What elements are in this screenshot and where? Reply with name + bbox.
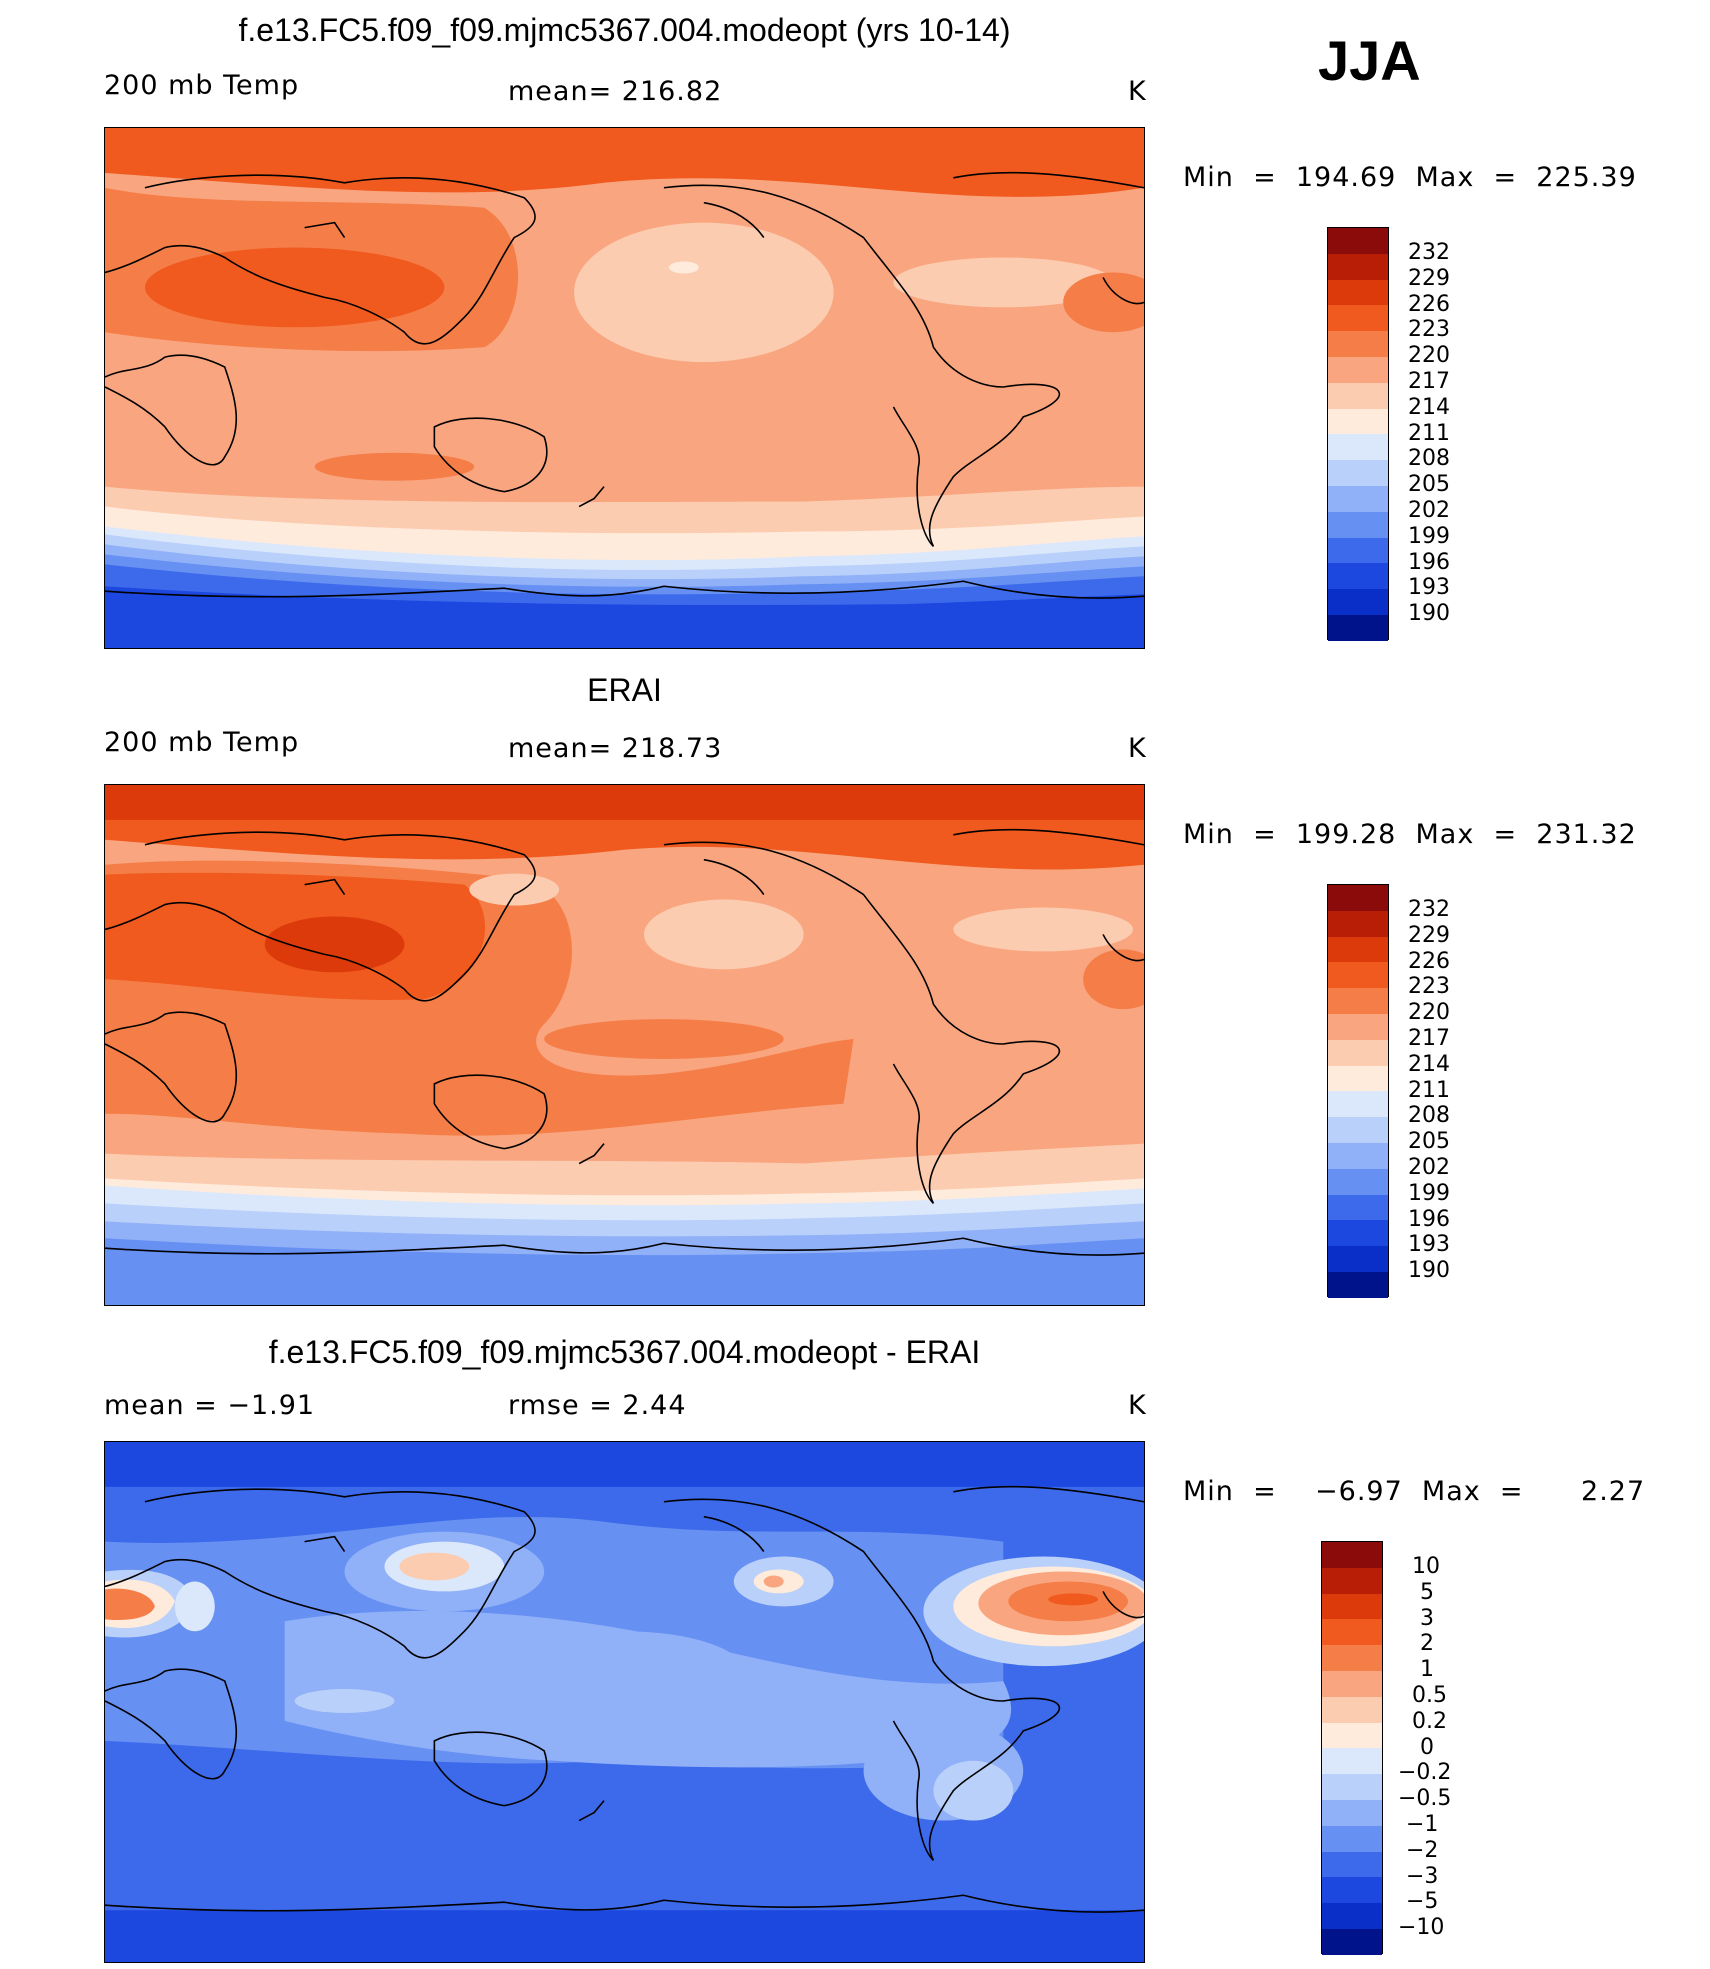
colorbar-tick-label: 232: [1408, 240, 1450, 265]
colorbar-tick-label: 190: [1408, 1258, 1450, 1284]
colorbar-tick-label: 190: [1408, 601, 1450, 627]
panel-3-mean-label: mean = −1.91: [104, 1390, 316, 1421]
colorbar-tick-label: 0: [1420, 1734, 1434, 1760]
colorbar-tick-label: 1: [1420, 1657, 1434, 1683]
colorbar-tick-label: 193: [1408, 575, 1450, 601]
colorbar-tick-label: −1: [1406, 1812, 1439, 1837]
panel-1-map: [104, 127, 1145, 649]
colorbar-tick-label: 202: [1408, 1155, 1450, 1180]
colorbar-tick-label: 226: [1408, 291, 1450, 317]
colorbar-tick-label: 196: [1408, 1206, 1450, 1232]
panel-3-map: [104, 1441, 1145, 1963]
panel-2-variable-label: 200 mb Temp: [104, 727, 300, 758]
colorbar-tick-label: 199: [1408, 523, 1450, 549]
colorbar-tick-label: −5: [1406, 1889, 1439, 1915]
panel-2-colorbar-labels: 232 229 226 223 220 217 214 211 208 205 …: [1408, 899, 1488, 1289]
panel-3-units: K: [1128, 1390, 1147, 1421]
panel-2-map: [104, 784, 1145, 1306]
colorbar-tick-label: 0.2: [1412, 1708, 1447, 1734]
colorbar-tick-label: 220: [1408, 343, 1450, 369]
colorbar-tick-label: 208: [1408, 1103, 1450, 1129]
panel-3-title: f.e13.FC5.f09_f09.mjmc5367.004.modeopt -…: [268, 1334, 981, 1370]
colorbar-tick-label: −2: [1406, 1837, 1439, 1863]
panel-2-colorbar: [1327, 884, 1389, 1298]
colorbar-tick-label: −0.5: [1398, 1786, 1452, 1812]
colorbar-tick-label: 211: [1408, 420, 1450, 446]
colorbar-tick-label: 208: [1408, 446, 1450, 472]
colorbar-tick-label: 10: [1412, 1554, 1440, 1579]
panel-3-colorbar: [1321, 1541, 1383, 1955]
colorbar-tick-label: 214: [1408, 394, 1450, 420]
panel-1-title: f.e13.FC5.f09_f09.mjmc5367.004.modeopt (…: [238, 12, 1011, 48]
colorbar-tick-label: 0.5: [1412, 1683, 1447, 1708]
colorbar-tick-label: 202: [1408, 498, 1450, 523]
colorbar-tick-label: 211: [1408, 1077, 1450, 1103]
colorbar-tick-label: 5: [1420, 1579, 1434, 1605]
panel-1-mean-label: mean= 216.82: [508, 76, 723, 107]
panel-3-rmse-label: rmse = 2.44: [508, 1390, 687, 1421]
colorbar-tick-label: 229: [1408, 265, 1450, 291]
colorbar-tick-label: 223: [1408, 974, 1450, 1000]
colorbar-tick-label: 220: [1408, 1000, 1450, 1026]
panel-2-min-max: Min = 199.28 Max = 231.32: [1183, 819, 1637, 850]
colorbar-tick-label: 193: [1408, 1232, 1450, 1258]
panel-1-colorbar-labels: 232 229 226 223 220 217 214 211 208 205 …: [1408, 242, 1488, 632]
colorbar-tick-label: 232: [1408, 897, 1450, 922]
colorbar-tick-label: 205: [1408, 1129, 1450, 1155]
panel-1-variable-label: 200 mb Temp: [104, 70, 300, 101]
panel-2-title: ERAI: [587, 672, 662, 708]
season-label: JJA: [1318, 29, 1421, 92]
panel-2-mean-label: mean= 218.73: [508, 733, 723, 764]
colorbar-tick-label: 217: [1408, 369, 1450, 394]
panel-3-colorbar-labels: 10 5 3 2 1 0.5 0.2 0 −0.2 −0.5 −1 −2 −3 …: [1398, 1556, 1498, 1946]
colorbar-tick-label: −0.2: [1398, 1760, 1452, 1786]
colorbar-tick-label: −3: [1406, 1863, 1439, 1889]
panel-1-min-max: Min = 194.69 Max = 225.39: [1183, 162, 1637, 193]
colorbar-tick-label: 196: [1408, 549, 1450, 575]
panel-1-units: K: [1128, 76, 1147, 107]
colorbar-tick-label: 199: [1408, 1180, 1450, 1206]
panel-2-units: K: [1128, 733, 1147, 764]
colorbar-tick-label: 214: [1408, 1051, 1450, 1077]
colorbar-tick-label: 3: [1420, 1605, 1434, 1631]
colorbar-tick-label: 226: [1408, 948, 1450, 974]
colorbar-tick-label: −10: [1398, 1915, 1445, 1941]
panel-3-min-max: Min = −6.97 Max = 2.27: [1183, 1476, 1646, 1507]
colorbar-tick-label: 2: [1420, 1631, 1434, 1657]
colorbar-tick-label: 205: [1408, 472, 1450, 498]
colorbar-tick-label: 217: [1408, 1026, 1450, 1051]
colorbar-tick-label: 223: [1408, 317, 1450, 343]
colorbar-tick-label: 229: [1408, 922, 1450, 948]
panel-1-colorbar: [1327, 227, 1389, 641]
